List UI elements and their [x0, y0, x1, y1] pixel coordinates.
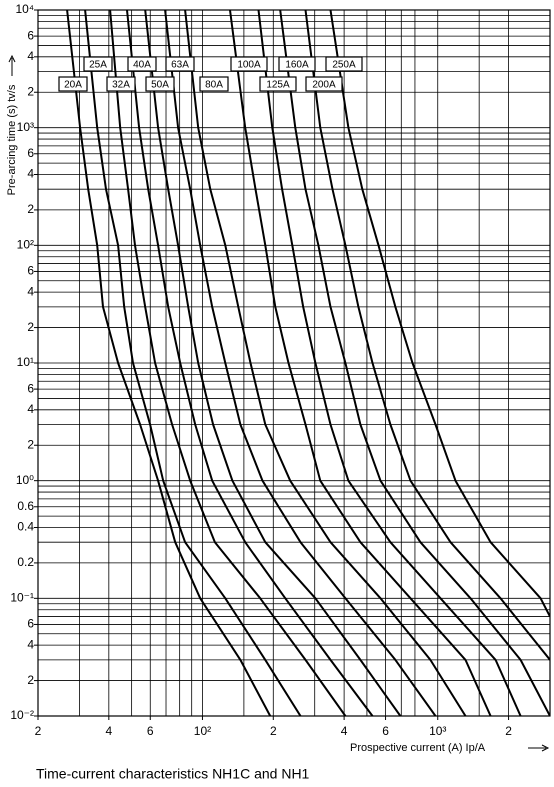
y-tick-label: 10²	[17, 238, 34, 252]
y-tick-label: 0.6	[17, 499, 34, 513]
y-tick-label: 6	[27, 28, 34, 42]
fuse-curve	[329, 10, 550, 618]
curve-label-box	[325, 56, 363, 72]
curve-label: 125A	[266, 80, 290, 91]
fuse-curve	[109, 10, 347, 716]
curve-label: 100A	[237, 60, 261, 71]
y-tick-label: 10⁰	[16, 473, 34, 487]
x-tick-label: 6	[382, 724, 389, 738]
y-tick-label: 6	[27, 617, 34, 631]
x-tick-label: 2	[505, 724, 512, 738]
fuse-curve	[304, 10, 550, 661]
y-tick-label: 10⁻²	[10, 708, 34, 722]
curve-label: 63A	[171, 60, 189, 71]
curve-label: 160A	[285, 60, 309, 71]
curve-label-box	[145, 76, 175, 92]
y-tick-label: 2	[27, 202, 34, 216]
x-tick-label: 4	[341, 724, 348, 738]
curve-label-box	[106, 76, 136, 92]
y-axis-label: Pre-arcing time (s) tv/s	[6, 84, 18, 195]
y-tick-label: 0.2	[17, 555, 34, 569]
y-tick-label: 2	[27, 320, 34, 334]
curve-label: 32A	[112, 80, 130, 91]
curve-label-box	[305, 76, 343, 92]
fuse-curve	[66, 10, 272, 716]
y-tick-label: 2	[27, 437, 34, 451]
fuse-curve	[144, 10, 402, 716]
y-axis-arrowhead	[8, 54, 16, 63]
y-tick-label: 4	[27, 637, 34, 651]
curve-label-box	[58, 76, 88, 92]
x-tick-label: 2	[35, 724, 42, 738]
x-axis-label: Prospective current (A) Ip/A	[350, 742, 486, 754]
fuse-curve	[257, 10, 522, 716]
fuse-curve	[184, 10, 467, 716]
fuse-curve	[84, 10, 302, 716]
y-tick-label: 10¹	[17, 355, 34, 369]
curve-label: 200A	[312, 80, 336, 91]
curve-label: 20A	[64, 80, 82, 91]
curve-label-box	[278, 56, 316, 72]
y-tick-label: 6	[27, 381, 34, 395]
y-tick-label: 4	[27, 284, 34, 298]
chart-title: Time-current characteristics NH1C and NH…	[36, 766, 310, 782]
fuse-curve	[229, 10, 492, 716]
curve-label-box	[199, 76, 229, 92]
curve-label-box	[230, 56, 268, 72]
curve-label-box	[165, 56, 195, 72]
x-tick-label: 4	[105, 724, 112, 738]
curve-label-box	[259, 76, 297, 92]
curves	[66, 10, 550, 716]
x-axis-arrowhead	[541, 744, 550, 752]
y-tick-label: 2	[27, 673, 34, 687]
y-tick-label: 6	[27, 146, 34, 160]
y-tick-label: 6	[27, 264, 34, 278]
curve-label-box	[127, 56, 157, 72]
curve-label: 250A	[332, 60, 356, 71]
curve-label: 40A	[133, 60, 151, 71]
y-tick-label: 0.4	[17, 520, 34, 534]
curve-label: 80A	[205, 80, 223, 91]
x-tick-label: 2	[270, 724, 277, 738]
x-tick-label: 10³	[429, 724, 446, 738]
x-tick-label: 10²	[194, 724, 211, 738]
y-tick-label: 4	[27, 402, 34, 416]
y-tick-label: 4	[27, 167, 34, 181]
curve-label: 50A	[151, 80, 169, 91]
curve-label: 25A	[89, 60, 107, 71]
y-tick-label: 10⁴	[15, 2, 34, 16]
fuse-curve	[279, 10, 550, 716]
y-tick-label: 10⁻¹	[10, 591, 34, 605]
y-tick-label: 2	[27, 84, 34, 98]
y-tick-label: 4	[27, 49, 34, 63]
y-tick-label: 10³	[17, 120, 34, 134]
fuse-curve	[164, 10, 437, 716]
fuse-curve	[126, 10, 374, 716]
curve-label-box	[83, 56, 113, 72]
ticks: 2 4 6 10² 2 4 6 10³ 2 10⁴ 6 4 2 10³ 6 4 2 10² 6 4 2 10¹ 6 4 2 10⁰…	[10, 2, 512, 738]
x-tick-label: 6	[147, 724, 154, 738]
